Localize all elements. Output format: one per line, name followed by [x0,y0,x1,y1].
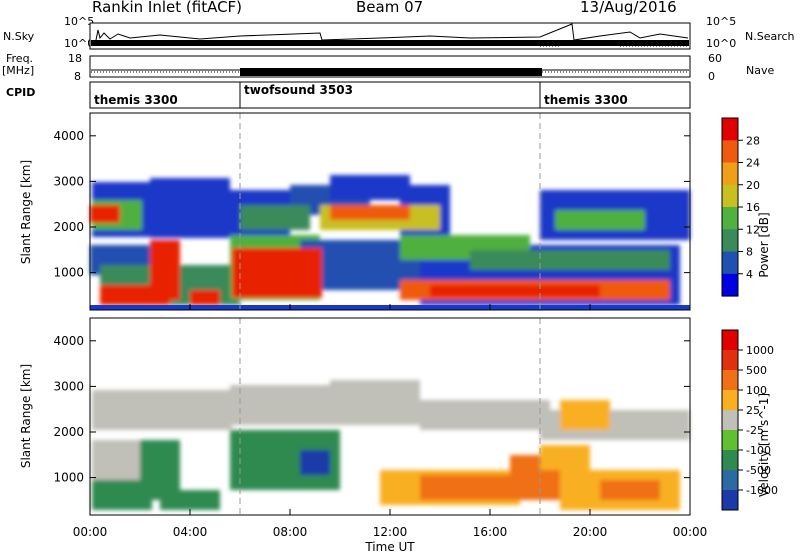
power-colorbar-tick-label: 28 [746,134,760,147]
x-tick-label: 00:00 [673,525,708,539]
velocity-panel [89,317,691,516]
nave-label: Nave [746,64,775,77]
velocity-colorbar-tick-label: -1000 [746,484,778,497]
x-tick-label: 12:00 [373,525,408,539]
velocity-colorbar: 1000 500 100 25 -25 -100 -500 -1000 [721,329,778,511]
power-colorbar-swatch [722,184,738,208]
velocity-colorbar-swatch [722,370,738,391]
power-colorbar-tick-label: 12 [746,223,760,236]
power-colorbar-tick-label: 24 [746,157,760,170]
cpid-label: CPID [6,86,36,99]
velocity-ytick-label: 4000 [53,334,84,348]
power-ylabel: Slant Range [km] [19,160,33,264]
power-ytick-label: 1000 [53,266,84,280]
velocity-colorbar-swatch [722,330,738,351]
x-axis-label: Time UT [364,540,415,554]
power-colorbar-label: Power [dB] [757,212,771,277]
nsky-tick-top: 10^5 [64,15,95,28]
cpid-segment-1: themis 3300 [94,93,178,107]
cpid-segment-2: twofsound 3503 [244,83,353,97]
nave-tick-top: 60 [708,52,722,65]
power-colorbar-swatch [722,140,738,164]
power-colorbar-swatch [722,207,738,230]
velocity-colorbar-label: Velocity [m s^-1] [757,393,771,497]
x-tick-label: 08:00 [273,525,308,539]
beam-label: Beam 07 [356,0,424,16]
power-colorbar-swatch [722,162,738,186]
x-tick-label: 00:00 [73,525,108,539]
velocity-colorbar-swatch [722,450,738,471]
power-ytick-label: 2000 [53,220,84,234]
velocity-colorbar-swatch [722,490,738,511]
nsearch-tick-bottom: 10^0 [706,37,737,50]
velocity-colorbar-frame [721,329,739,511]
x-tick-label: 20:00 [573,525,608,539]
freq-unit-label: [MHz] [2,64,35,77]
cpid-segment-3: themis 3300 [544,93,628,107]
date-label: 13/Aug/2016 [580,0,677,16]
power-colorbar-swatch [722,251,738,275]
velocity-colorbar-tick-label: -500 [746,464,771,477]
freq-tick-bottom: 8 [74,70,81,83]
freq-tick-top: 18 [68,52,82,65]
x-tick-label: 04:00 [173,525,208,539]
station-title: Rankin Inlet (fitACF) [92,0,243,16]
velocity-ytick-label: 3000 [53,379,84,393]
velocity-colorbar-tick-label: 1000 [746,344,774,357]
power-yticks: 4000 3000 2000 1000 [53,129,690,280]
velocity-colorbar-tick-label: 100 [746,384,767,397]
velocity-colorbar-tick-label: 25 [746,404,760,417]
velocity-colorbar-swatch [722,470,738,491]
freq-label: Freq. [6,52,34,65]
power-panel [89,112,691,311]
velocity-colorbar-tick-label: 500 [746,364,767,377]
velocity-colorbar-swatch [722,430,738,451]
velocity-colorbar-swatch [722,350,738,371]
x-tick-label: 16:00 [473,525,508,539]
x-axis-ticks: 00:00 04:00 08:00 12:00 16:00 20:00 00:00 [73,304,708,539]
power-ytick-label: 3000 [53,174,84,188]
freq-strip [89,55,691,78]
power-colorbar: 28 24 20 16 12 8 4 [721,117,760,297]
velocity-ylabel: Slant Range [km] [19,364,33,468]
nave-tick-bottom: 0 [708,70,715,83]
power-colorbar-swatch [722,118,738,141]
nsky-strip [89,22,691,50]
power-colorbar-swatch [722,273,738,297]
velocity-colorbar-swatch [722,410,738,431]
nsearch-tick-top: 10^5 [706,15,737,28]
power-ytick-label: 4000 [53,129,84,143]
cpid-strip: themis 3300 twofsound 3503 themis 3300 [89,81,691,109]
velocity-ytick-label: 2000 [53,425,84,439]
power-colorbar-tick-label: 20 [746,179,760,192]
power-colorbar-swatch [722,229,738,253]
power-colorbar-tick-label: 4 [746,268,753,281]
velocity-colorbar-swatch [722,390,738,411]
power-colorbar-tick-label: 8 [746,246,753,259]
nsky-tick-bottom: 10^0 [64,37,95,50]
nsky-label: N.Sky [3,30,35,43]
velocity-ytick-label: 1000 [53,471,84,485]
power-colorbar-tick-label: 16 [746,201,760,214]
velocity-yticks: 4000 3000 2000 1000 [53,334,690,485]
nsearch-label: N.Search [745,30,795,43]
velocity-colorbar-tick-label: -25 [746,424,764,437]
velocity-colorbar-tick-label: -100 [746,444,771,457]
